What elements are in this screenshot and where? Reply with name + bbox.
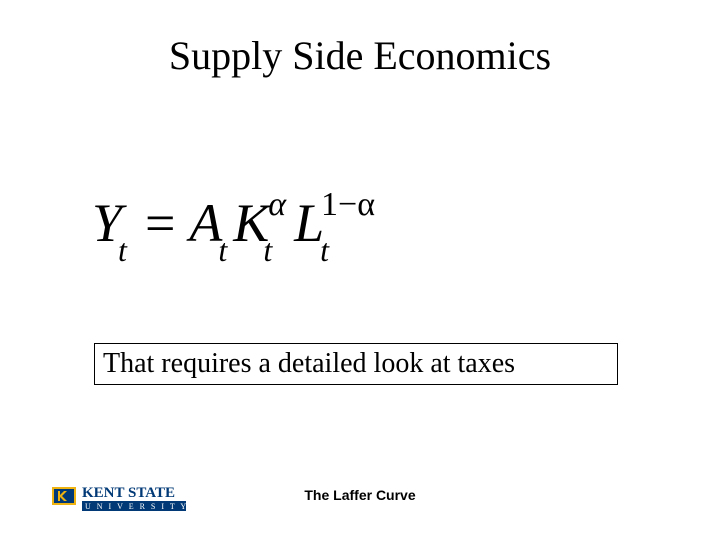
eq-equals: = — [145, 192, 175, 254]
eq-sup-one-minus-alpha: 1−α — [321, 186, 375, 224]
kent-state-logo: KENT STATE U N I V E R S I T Y — [52, 477, 192, 522]
svg-text:KENT STATE: KENT STATE — [82, 485, 175, 501]
eq-sub-t3: t — [263, 232, 272, 269]
eq-sub-t4: t — [320, 232, 329, 269]
eq-sub-t2: t — [218, 232, 227, 269]
page-title: Supply Side Economics — [0, 32, 720, 79]
subtitle-text: That requires a detailed look at taxes — [103, 348, 515, 380]
subtitle-box: That requires a detailed look at taxes — [94, 343, 618, 385]
slide: Supply Side Economics Yt=AtKtαLt1−α That… — [0, 0, 720, 540]
production-function-equation: Yt=AtKtαLt1−α — [92, 192, 387, 254]
eq-sup-alpha: α — [268, 186, 286, 224]
eq-sub-t1: t — [118, 232, 127, 269]
svg-text:U N I V E R S I T Y: U N I V E R S I T Y — [85, 502, 188, 511]
